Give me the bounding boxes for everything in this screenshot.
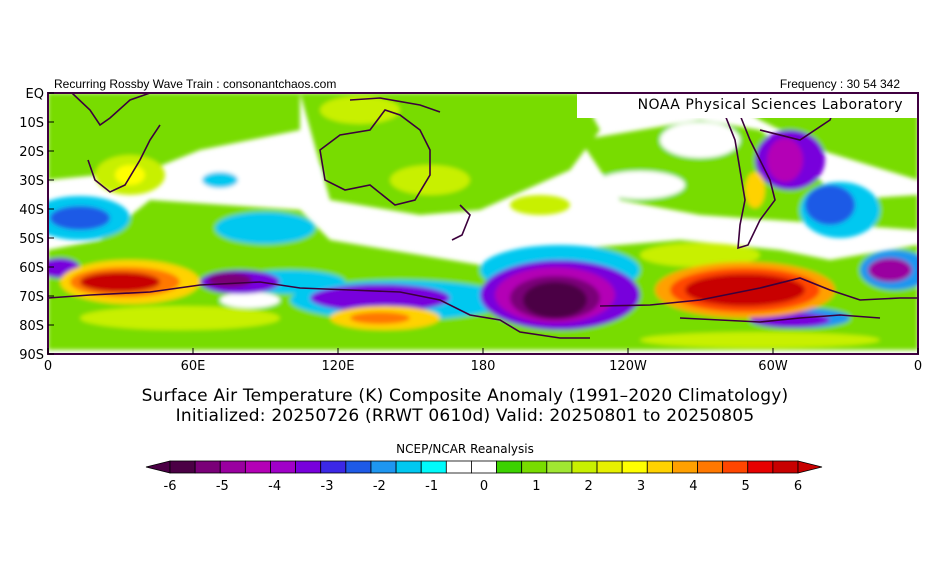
longitude-axis: 0 60E 120E 180 120W 60W 0 <box>44 348 922 374</box>
colorbar-segment <box>546 460 573 474</box>
colorbar-max-arrow <box>797 460 823 474</box>
colorbar-segment <box>471 460 497 474</box>
africa-outline <box>71 93 151 127</box>
lat-label: EQ <box>26 87 44 102</box>
colorbar-segment <box>194 460 221 474</box>
lon-label: 60E <box>181 359 206 374</box>
australia-outline <box>319 109 431 206</box>
colorbar-tick-label: 1 <box>532 479 540 494</box>
lab-label-box: NOAA Physical Sciences Laboratory <box>577 94 917 118</box>
lon-label: 60W <box>758 359 788 374</box>
colorbar-segment <box>445 460 472 474</box>
lon-label: 120E <box>321 359 354 374</box>
colorbar-segment <box>521 460 548 474</box>
lon-label: 0 <box>44 359 52 374</box>
colorbar-segment <box>169 460 196 474</box>
colorbar-tick-label: -3 <box>321 479 334 494</box>
colorbar-min-arrow <box>145 460 171 474</box>
antarctica-inner-outline <box>679 314 881 323</box>
lat-label: 30S <box>19 174 44 189</box>
colorbar-tick-label: -1 <box>425 479 438 494</box>
lat-label: 40S <box>19 203 44 218</box>
lat-label: 90S <box>19 348 44 363</box>
lat-label: 60S <box>19 261 44 276</box>
colorbar-segment <box>345 460 372 474</box>
colorbar-segment <box>244 460 271 474</box>
colorbar-tick-label: 3 <box>637 479 645 494</box>
new-guinea-outline <box>349 97 441 113</box>
lon-label: 120W <box>609 359 647 374</box>
header-frequency-text: Frequency : 30 54 342 <box>779 77 900 91</box>
land-outlines <box>48 93 918 339</box>
colorbar: -6 -5 -4 -3 -2 -1 0 1 2 3 4 5 6 <box>145 460 823 494</box>
antarctica-outline <box>48 277 918 339</box>
anomaly-field <box>48 93 918 354</box>
new-zealand-outline <box>451 204 471 241</box>
colorbar-segment <box>370 460 397 474</box>
caption-dates: Initialized: 20250726 (RRWT 0610d) Valid… <box>175 406 755 426</box>
lat-label: 80S <box>19 319 44 334</box>
lat-label: 10S <box>19 116 44 131</box>
colorbar-segment <box>219 460 246 474</box>
south-america-outline <box>719 93 776 250</box>
lab-name-text: NOAA Physical Sciences Laboratory <box>637 97 903 113</box>
colorbar-segment <box>295 460 322 474</box>
colorbar-tick-label: -4 <box>268 479 281 494</box>
colorbar-segment <box>571 460 598 474</box>
header-left-text: Recurring Rossby Wave Train : consonantc… <box>54 77 337 91</box>
lat-label: 70S <box>19 290 44 305</box>
source-label: NCEP/NCAR Reanalysis <box>396 442 534 456</box>
colorbar-tick-label: -2 <box>373 479 386 494</box>
colorbar-tick-label: 4 <box>689 479 697 494</box>
colorbar-segment <box>697 460 724 474</box>
colorbar-segment <box>395 460 422 474</box>
colorbar-segment <box>672 460 698 474</box>
lon-label: 180 <box>471 359 496 374</box>
colorbar-segment <box>722 460 749 474</box>
caption-title: Surface Air Temperature (K) Composite An… <box>141 386 789 406</box>
colorbar-segment <box>596 460 623 474</box>
africa-south-outline <box>87 124 161 193</box>
colorbar-segment <box>646 460 673 474</box>
lat-label: 20S <box>19 145 44 160</box>
colorbar-segment <box>496 460 523 474</box>
colorbar-segment <box>320 460 347 474</box>
colorbar-segment <box>420 460 447 474</box>
colorbar-tick-label: -5 <box>216 479 229 494</box>
colorbar-segment <box>270 460 297 474</box>
latitude-axis: EQ 10S 20S 30S 40S 50S 60S 70S 80S 90S <box>19 87 54 363</box>
colorbar-segment <box>772 460 799 474</box>
colorbar-tick-label: -6 <box>164 479 177 494</box>
colorbar-tick-label: 5 <box>742 479 750 494</box>
lon-label: 0 <box>914 359 922 374</box>
lat-label: 50S <box>19 232 44 247</box>
colorbar-segment <box>621 460 648 474</box>
colorbar-segment <box>747 460 774 474</box>
colorbar-tick-label: 0 <box>480 479 488 494</box>
colorbar-tick-label: 6 <box>794 479 802 494</box>
colorbar-tick-label: 2 <box>585 479 593 494</box>
